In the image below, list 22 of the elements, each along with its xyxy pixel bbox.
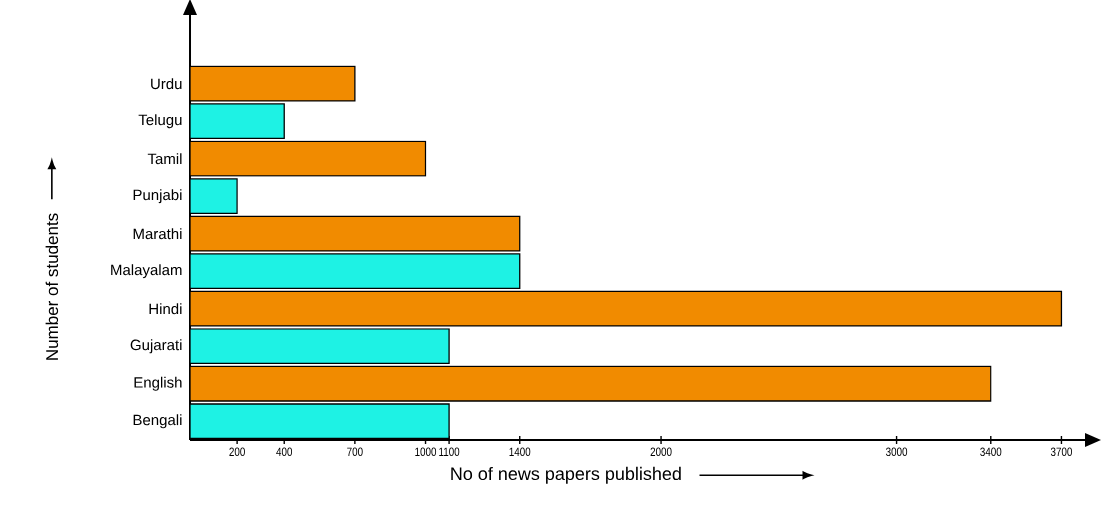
x-tick-label: 3000 — [886, 447, 908, 457]
x-tick-label: 400 — [276, 447, 293, 457]
y-tick-label: English — [134, 376, 182, 391]
y-tick-label: Hindi — [149, 303, 182, 315]
x-tick-label: 3700 — [1050, 447, 1072, 457]
x-tick-label: 700 — [347, 447, 363, 457]
x-tick-label: 3400 — [980, 447, 1002, 457]
x-tick-label: 2000 — [650, 447, 672, 457]
y-tick-label: Gujarati — [130, 339, 182, 354]
x-axis-title: No of news papers published — [451, 466, 681, 484]
y-tick-label: Malayalam — [111, 264, 182, 279]
y-tick-label: Bengali — [133, 414, 182, 429]
y-axis-title: Number of students — [45, 213, 59, 360]
y-tick-label: Punjabi — [133, 189, 182, 204]
y-tick-label: Telugu — [138, 114, 182, 129]
y-tick-label: Marathi — [133, 228, 182, 240]
y-tick-label: Urdu — [151, 78, 182, 90]
x-tick-label: 1100 — [439, 447, 460, 457]
y-tick-label: Tamil — [147, 153, 182, 165]
x-tick-label: 1400 — [509, 447, 531, 457]
x-tick-label: 1000 — [415, 447, 437, 457]
x-tick-label: 200 — [229, 447, 245, 457]
